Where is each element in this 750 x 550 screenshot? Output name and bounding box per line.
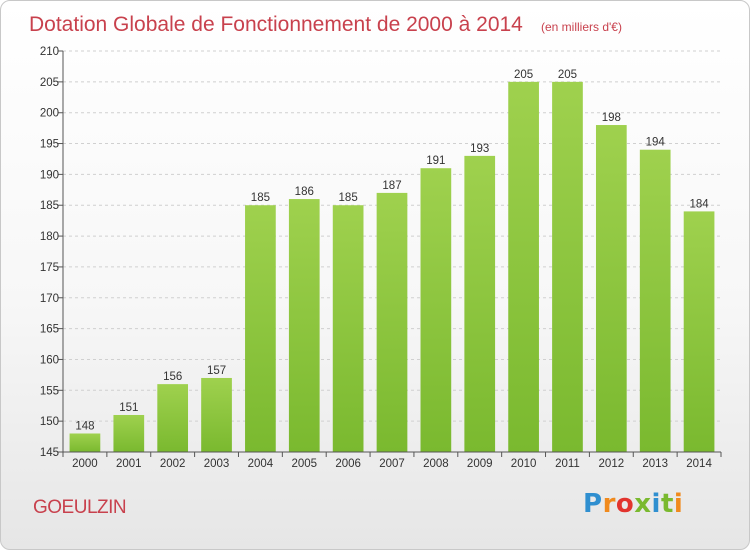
value-label: 205 — [558, 69, 577, 81]
value-label: 151 — [119, 402, 138, 414]
value-label: 184 — [689, 198, 709, 210]
bar — [420, 168, 452, 452]
x-tick-label: 2006 — [335, 458, 361, 470]
bar — [376, 192, 408, 452]
x-tick-label: 2003 — [204, 458, 230, 470]
value-label: 156 — [163, 371, 182, 383]
y-tick-label: 190 — [40, 169, 59, 181]
bar — [683, 211, 715, 452]
x-tick-label: 2014 — [686, 458, 712, 470]
logo-letter: o — [615, 489, 635, 519]
value-label: 185 — [339, 192, 358, 204]
y-tick-label: 145 — [40, 447, 59, 459]
y-tick-label: 205 — [40, 77, 59, 89]
y-tick-label: 160 — [40, 354, 59, 366]
x-tick-label: 2002 — [160, 458, 186, 470]
x-tick-label: 2007 — [379, 458, 405, 470]
x-tick-label: 2001 — [116, 458, 142, 470]
y-tick-label: 210 — [40, 46, 59, 58]
x-tick-label: 2005 — [291, 458, 317, 470]
bar — [201, 377, 232, 452]
y-tick-label: 195 — [40, 139, 59, 151]
bar — [464, 155, 496, 452]
y-tick-label: 165 — [40, 324, 59, 336]
value-label: 186 — [295, 186, 314, 198]
x-tick-label: 2004 — [248, 458, 274, 470]
value-label: 191 — [426, 155, 445, 167]
bar — [552, 81, 583, 452]
bar — [113, 414, 145, 452]
bars — [69, 81, 715, 453]
bar — [288, 199, 320, 452]
y-tick-label: 200 — [40, 108, 59, 120]
bar — [157, 384, 189, 452]
bar — [69, 433, 101, 452]
bar — [508, 81, 539, 452]
value-label: 205 — [514, 69, 533, 81]
chart-title: Dotation Globale de Fonctionnement de 20… — [29, 13, 523, 36]
bar — [245, 205, 276, 452]
value-label: 148 — [75, 420, 94, 432]
x-tick-label: 2011 — [555, 458, 580, 470]
chart-subtitle: (en milliers d'€) — [541, 20, 622, 34]
y-tick-label: 150 — [40, 416, 59, 428]
bar — [332, 205, 364, 452]
logo-letter: x — [634, 489, 652, 519]
value-label: 198 — [602, 112, 621, 124]
value-label: 194 — [646, 137, 666, 149]
y-tick-label: 170 — [40, 293, 59, 305]
x-axis-ticks: 2000 2001 2002 2003 2004 2005 2006 2007 2008 2009… — [72, 452, 722, 470]
x-tick-label: 2012 — [599, 458, 625, 470]
proxiti-logo: Proxiti — [583, 489, 683, 519]
x-tick-label: 2000 — [72, 458, 98, 470]
x-tick-label: 2013 — [642, 458, 668, 470]
logo-letter: r — [602, 489, 616, 519]
y-axis-ticks: 145 150 155 160 165 170 175 180 185 190 195 200 205 2… — [40, 46, 63, 459]
logo-letter: i — [651, 489, 661, 519]
x-tick-label: 2008 — [423, 458, 449, 470]
value-label: 185 — [251, 192, 270, 204]
bar — [595, 125, 627, 453]
value-label: 187 — [382, 180, 401, 192]
value-labels: 148 151 156 157 185 186 185 187 191 193 205 205 198 1… — [75, 69, 709, 433]
x-tick-label: 2010 — [511, 458, 537, 470]
y-tick-label: 155 — [40, 385, 59, 397]
logo-letter: i — [673, 489, 684, 519]
y-tick-label: 175 — [40, 262, 59, 274]
value-label: 193 — [470, 143, 489, 155]
y-tick-label: 185 — [40, 200, 59, 212]
logo-letter: t — [660, 489, 674, 519]
commune-name: GOEULZIN — [33, 497, 127, 518]
axes — [62, 51, 721, 457]
bar — [639, 149, 671, 452]
value-label: 157 — [207, 365, 226, 377]
logo-letter: P — [583, 489, 603, 519]
x-tick-label: 2009 — [467, 458, 493, 470]
y-tick-label: 180 — [40, 231, 59, 243]
